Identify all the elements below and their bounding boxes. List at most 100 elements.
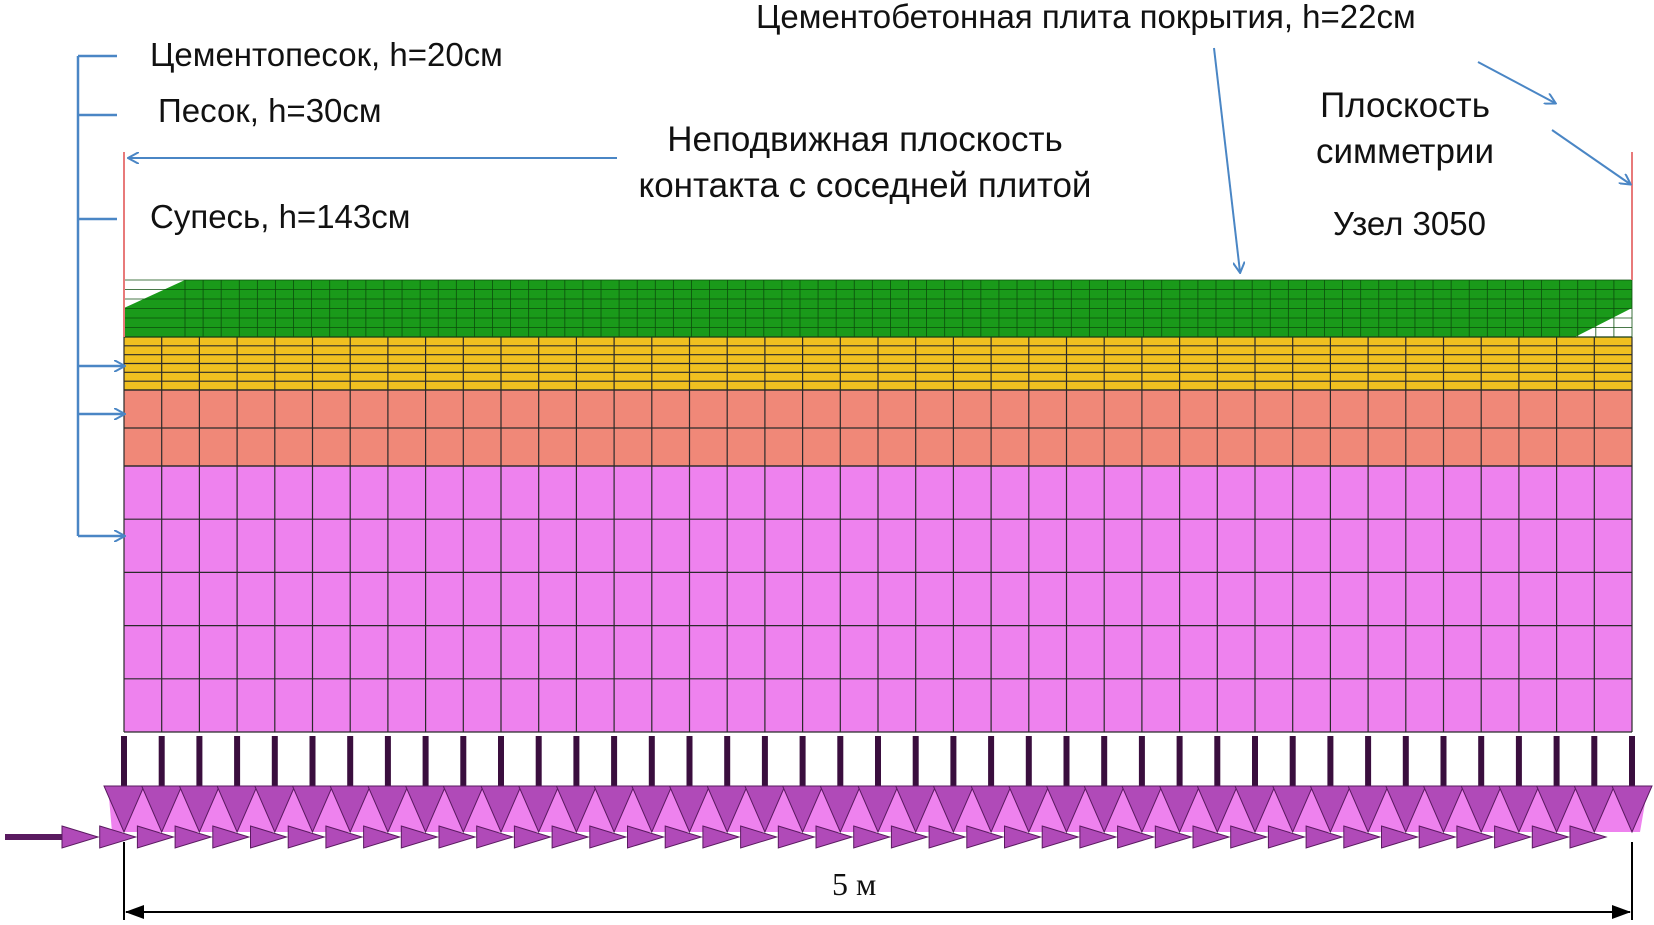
load-arrow (1494, 825, 1533, 849)
support-cone (857, 785, 899, 834)
support-post (1214, 736, 1221, 786)
support-cone (1008, 785, 1050, 834)
symmetry-plane-label: Плоскость симметрии (1290, 83, 1520, 175)
dimension-line (123, 842, 1633, 920)
symmetry-plane-line2: симметрии (1315, 132, 1495, 171)
load-arrow (325, 825, 364, 849)
support-cone (1498, 785, 1540, 834)
load-arrow (1343, 825, 1382, 849)
support-post (1591, 736, 1598, 786)
support-post (912, 736, 919, 786)
support-post (1289, 736, 1296, 786)
support-cones (103, 785, 1653, 834)
support-cone (1535, 785, 1578, 834)
load-arrow (1041, 825, 1080, 849)
load-arrow (287, 825, 326, 849)
support-post (535, 736, 542, 786)
support-cone (555, 785, 598, 834)
support-post (196, 736, 203, 786)
support-post (686, 736, 693, 786)
load-arrow (136, 825, 176, 849)
support-post (158, 736, 165, 786)
load-arrow (1004, 825, 1043, 849)
support-post (234, 736, 241, 786)
support-cone (291, 785, 334, 834)
support-cone (932, 785, 975, 834)
load-arrow (513, 825, 553, 849)
support-cone (1121, 785, 1163, 834)
load-arrow (890, 825, 930, 849)
load-arrow (1305, 825, 1344, 849)
symmetry-plane-line1: Плоскость (1320, 86, 1490, 125)
support-post (1063, 736, 1070, 786)
bottom-arrows (5, 825, 1608, 849)
support-cone (668, 785, 711, 834)
load-arrow (1531, 825, 1571, 849)
load-arrow (212, 825, 251, 849)
fixed-contact-plane-line1: Неподвижная плоскость (667, 120, 1063, 159)
load-arrow (551, 825, 590, 849)
load-arrow (250, 825, 289, 849)
load-arrow (589, 825, 628, 849)
support-post (648, 736, 655, 786)
support-cone (1573, 785, 1616, 834)
pointer-arrows (129, 47, 1630, 272)
support-cone (1196, 785, 1239, 834)
support-cone (819, 785, 862, 834)
support-post (309, 736, 316, 786)
support-post (611, 736, 618, 786)
sand-label: Песок, h=30см (158, 92, 382, 129)
support-cone (1158, 785, 1201, 834)
support-post (1478, 736, 1485, 786)
support-post (1252, 736, 1258, 786)
support-post (724, 736, 731, 786)
load-arrow (1154, 825, 1194, 849)
support-cone (480, 785, 522, 834)
support-post (384, 736, 391, 786)
bottom-supports (121, 736, 1635, 786)
support-post (347, 736, 354, 786)
load-arrow (1230, 825, 1269, 849)
support-cone (178, 785, 221, 834)
fixed-contact-plane-label: Неподвижная плоскость контакта с соседне… (600, 117, 1130, 209)
load-arrow (777, 825, 817, 849)
support-post (799, 736, 806, 786)
support-cone (1083, 785, 1125, 834)
support-cone (1347, 785, 1389, 834)
support-cone (1234, 785, 1276, 834)
load-arrow (1418, 825, 1457, 849)
load-arrow (1117, 825, 1156, 849)
support-cone (593, 785, 635, 834)
support-post (1176, 736, 1183, 786)
load-arrow (476, 825, 515, 849)
load-shaft (5, 834, 65, 840)
support-post (1138, 736, 1145, 786)
support-cone (367, 785, 409, 834)
support-cone (254, 785, 296, 834)
support-cone (103, 785, 145, 834)
load-arrow (1079, 825, 1118, 849)
load-arrow (966, 825, 1005, 849)
support-cone (1460, 785, 1502, 834)
support-cone (970, 785, 1012, 834)
support-post (1515, 736, 1522, 786)
support-cone (631, 785, 673, 834)
support-post (1553, 736, 1560, 786)
load-arrow (1192, 825, 1231, 849)
dimension-label: 5 м (832, 866, 877, 902)
support-post (422, 736, 429, 786)
load-arrow (1569, 825, 1608, 849)
load-arrow (1381, 825, 1420, 849)
support-cone (329, 785, 371, 834)
support-cone (216, 785, 258, 834)
support-post (1101, 736, 1108, 786)
load-arrow (928, 825, 967, 849)
support-post (498, 736, 504, 786)
support-cone (744, 785, 786, 834)
support-post (573, 736, 580, 786)
load-arrow (815, 825, 854, 849)
support-cone (442, 785, 485, 834)
slab-label: Цементобетонная плита покрытия, h=22см (756, 0, 1416, 35)
support-post (875, 736, 881, 786)
